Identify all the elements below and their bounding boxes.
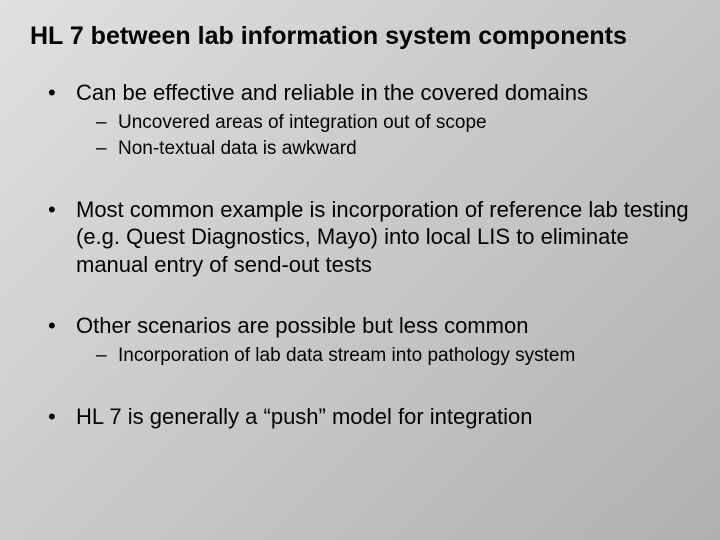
sub-bullet-text: Incorporation of lab data stream into pa…	[118, 345, 575, 366]
bullet-text: Other scenarios are possible but less co…	[76, 313, 528, 338]
bullet-list: Can be effective and reliable in the cov…	[30, 79, 690, 430]
bullet-item: Other scenarios are possible but less co…	[48, 312, 690, 368]
slide: HL 7 between lab information system comp…	[0, 0, 720, 540]
sub-bullet-item: Uncovered areas of integration out of sc…	[96, 111, 690, 136]
sub-bullet-list: Uncovered areas of integration out of sc…	[76, 111, 690, 162]
bullet-item: Most common example is incorporation of …	[48, 196, 690, 279]
slide-title: HL 7 between lab information system comp…	[30, 22, 690, 51]
sub-bullet-item: Non-textual data is awkward	[96, 137, 690, 162]
bullet-text: HL 7 is generally a “push” model for int…	[76, 404, 533, 429]
sub-bullet-item: Incorporation of lab data stream into pa…	[96, 344, 690, 369]
sub-bullet-text: Uncovered areas of integration out of sc…	[118, 112, 487, 133]
sub-bullet-text: Non-textual data is awkward	[118, 138, 357, 159]
bullet-text: Can be effective and reliable in the cov…	[76, 80, 588, 105]
bullet-item: HL 7 is generally a “push” model for int…	[48, 403, 690, 431]
sub-bullet-list: Incorporation of lab data stream into pa…	[76, 344, 690, 369]
bullet-item: Can be effective and reliable in the cov…	[48, 79, 690, 162]
bullet-text: Most common example is incorporation of …	[76, 197, 689, 277]
